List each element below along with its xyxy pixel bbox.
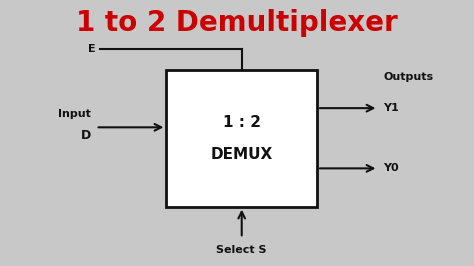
Text: D: D (81, 129, 91, 142)
Text: DEMUX: DEMUX (210, 147, 273, 161)
Bar (166, 70, 317, 207)
Text: 1 to 2 Demultiplexer: 1 to 2 Demultiplexer (76, 9, 398, 37)
Text: Y1: Y1 (383, 103, 399, 113)
Text: E: E (88, 44, 96, 54)
Text: Input: Input (58, 109, 91, 119)
Text: Select S: Select S (217, 245, 267, 255)
Text: Y0: Y0 (383, 163, 399, 173)
Text: Outputs: Outputs (383, 72, 433, 82)
Text: 1 : 2: 1 : 2 (223, 115, 261, 130)
